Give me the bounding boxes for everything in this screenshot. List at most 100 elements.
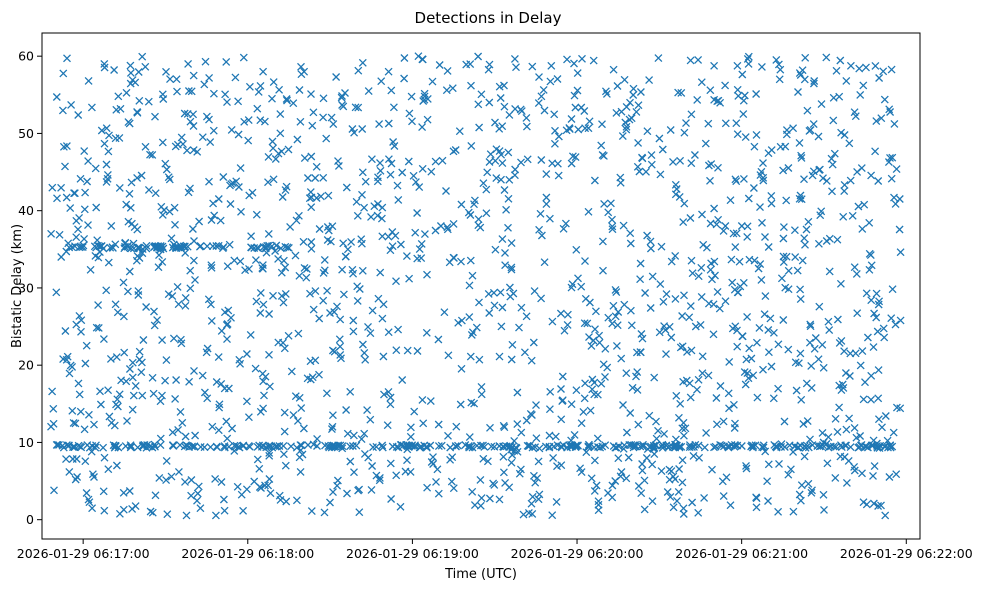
data-point: [372, 471, 381, 480]
data-point: [625, 115, 634, 124]
data-point: [820, 505, 828, 514]
data-point: [535, 225, 544, 234]
data-point: [609, 65, 618, 74]
data-point: [557, 461, 566, 470]
data-point: [475, 298, 483, 307]
data-point: [622, 428, 631, 437]
data-point: [680, 291, 688, 300]
data-point: [374, 294, 383, 303]
data-point: [611, 312, 620, 321]
data-point: [482, 209, 491, 218]
data-point: [466, 256, 475, 265]
data-point: [824, 317, 833, 326]
data-point: [91, 251, 100, 260]
data-point: [862, 63, 870, 72]
data-point: [749, 371, 758, 380]
data-point: [106, 354, 115, 363]
data-point: [621, 118, 630, 127]
data-point: [873, 327, 882, 336]
data-point: [295, 86, 304, 94]
data-point: [708, 465, 716, 474]
data-point: [736, 282, 745, 291]
data-point: [732, 119, 741, 128]
data-point: [297, 70, 306, 79]
data-point: [706, 86, 715, 95]
data-point: [265, 475, 274, 483]
data-point: [596, 443, 605, 452]
data-point: [74, 111, 83, 119]
data-point: [220, 308, 229, 317]
data-point: [485, 158, 494, 166]
data-point: [646, 237, 655, 246]
data-point: [423, 483, 432, 492]
data-point: [319, 296, 328, 305]
data-point: [537, 156, 546, 164]
data-point: [479, 441, 487, 450]
data-point: [861, 378, 869, 387]
data-point: [124, 217, 133, 226]
data-point: [700, 443, 709, 452]
data-point: [515, 323, 523, 332]
data-point: [609, 301, 618, 310]
data-point: [511, 165, 520, 174]
data-point: [571, 103, 580, 112]
data-point: [858, 347, 867, 356]
data-point: [172, 75, 181, 84]
data-point: [726, 196, 735, 205]
data-point: [279, 256, 288, 265]
data-point: [858, 469, 866, 478]
data-point: [872, 117, 881, 126]
data-point: [331, 441, 340, 450]
data-point: [804, 217, 813, 226]
data-point: [712, 420, 721, 429]
data-point: [833, 427, 842, 436]
data-point: [792, 386, 801, 395]
data-point: [429, 453, 437, 462]
data-point: [721, 81, 730, 90]
data-point: [292, 443, 301, 452]
data-point: [686, 214, 695, 222]
data-point: [530, 287, 539, 296]
data-point: [818, 428, 827, 437]
data-point: [156, 397, 165, 406]
data-point: [827, 154, 836, 163]
x-axis-ticks: 2026-01-29 06:17:00 2026-01-29 06:18:00 20…: [17, 539, 973, 561]
data-point: [814, 132, 823, 141]
data-point: [614, 454, 623, 463]
data-point: [264, 152, 273, 161]
data-point: [677, 442, 686, 451]
data-point: [695, 453, 704, 462]
data-point: [643, 231, 652, 240]
data-point: [417, 239, 426, 248]
data-point: [343, 489, 351, 498]
data-point: [115, 183, 124, 192]
data-point: [679, 510, 688, 518]
data-point: [158, 336, 167, 345]
data-point: [88, 504, 97, 513]
data-point: [642, 167, 650, 176]
data-point: [244, 413, 253, 422]
data-point: [716, 382, 725, 390]
data-point: [845, 372, 854, 380]
data-point: [214, 241, 223, 250]
data-point: [738, 70, 747, 79]
data-point: [191, 431, 200, 440]
data-point: [580, 107, 589, 115]
data-point: [548, 317, 557, 326]
data-point: [698, 352, 707, 361]
data-point: [774, 60, 783, 69]
data-point: [545, 405, 554, 414]
data-point: [156, 434, 165, 443]
data-point: [850, 263, 859, 272]
data-point: [99, 244, 108, 253]
data-point: [62, 455, 70, 464]
data-point: [841, 369, 850, 377]
data-point: [426, 397, 435, 406]
data-point: [837, 386, 846, 395]
data-point: [704, 161, 713, 170]
data-point: [654, 426, 662, 435]
data-point: [831, 473, 840, 482]
data-point: [103, 170, 112, 179]
data-point: [780, 417, 789, 426]
data-point: [151, 491, 160, 500]
